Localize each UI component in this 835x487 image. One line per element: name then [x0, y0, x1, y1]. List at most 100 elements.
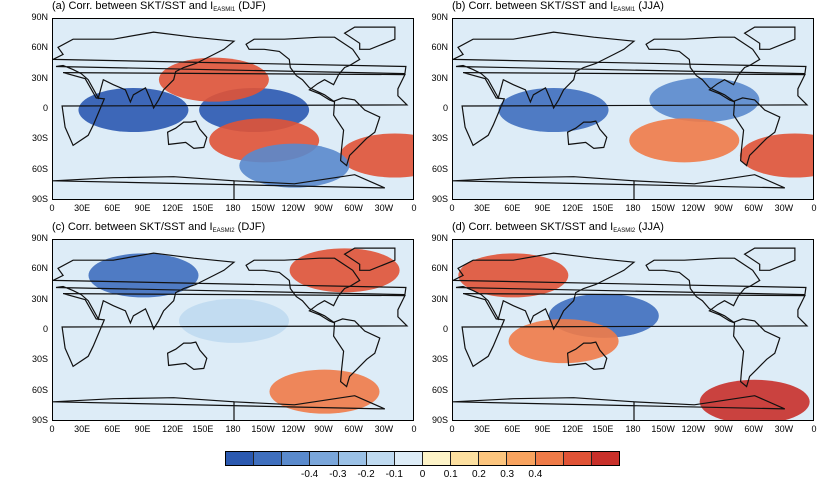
anomaly-region-5: [239, 143, 350, 188]
anomaly-region-0: [498, 88, 609, 132]
map-field: [53, 19, 413, 199]
colorbar-tick-label: 0.4: [528, 469, 543, 480]
x-tick-label: 60E: [504, 203, 521, 213]
x-tick-label: 30E: [474, 203, 491, 213]
map-field: [53, 240, 413, 420]
x-tick-label: 0: [49, 424, 55, 434]
y-tick-label: 60N: [431, 42, 448, 53]
x-tick-label: 0: [411, 203, 417, 213]
x-tick-label: 150E: [592, 203, 614, 213]
x-tick-label: 120W: [281, 424, 306, 434]
coastline-1: [453, 252, 807, 331]
x-tick-label: 180: [625, 203, 641, 213]
coastline-3: [332, 318, 381, 388]
colorbar-tick-label: 0.2: [471, 469, 486, 480]
anomaly-region-1: [649, 77, 760, 122]
x-tick-label: 0: [449, 424, 455, 434]
coastline-1: [53, 31, 407, 110]
colorbar-tick-label: -0.3: [329, 469, 347, 480]
x-tick-label: 30E: [74, 424, 91, 434]
x-tick-label: 150W: [651, 424, 675, 434]
coastline-6: [53, 395, 386, 420]
colorbar-tick-label: 0.1: [443, 469, 458, 480]
coastline-2: [645, 257, 761, 324]
x-tick-label: 60E: [104, 203, 121, 213]
anomaly-region-2: [508, 319, 619, 364]
x-tick-label: 0: [811, 203, 817, 213]
anomaly-region-0: [78, 88, 189, 132]
x-tick-label: 120W: [681, 424, 706, 434]
x-tick-label: 30E: [474, 424, 491, 434]
anomaly-region-2: [158, 57, 269, 102]
x-tick-label: 0: [449, 203, 455, 213]
coastline-4: [166, 120, 208, 150]
y-tick-label: 90S: [31, 415, 48, 425]
y-tick-label: 0: [442, 324, 448, 334]
coastline-2: [245, 36, 361, 103]
coastline-3: [732, 318, 781, 388]
y-tick-label: 60S: [431, 384, 448, 395]
x-tick-label: 30E: [74, 203, 91, 213]
x-tick-label: 0: [49, 203, 55, 213]
coastline-2: [245, 257, 361, 324]
coastline-4: [566, 120, 608, 150]
x-tick-label: 180: [225, 424, 241, 434]
coastline-0: [61, 293, 409, 368]
anomaly-region-3: [739, 133, 813, 178]
x-tick-label: 0: [811, 424, 817, 434]
colorbar-swatch: [366, 452, 395, 465]
x-tick-label: 60W: [744, 203, 763, 213]
colorbar-swatch: [282, 452, 311, 465]
anomaly-region-3: [699, 379, 810, 420]
y-tick-label: 30N: [431, 293, 448, 304]
x-tick-label: 90E: [134, 424, 151, 434]
x-tick-label: 90W: [314, 424, 333, 434]
colorbar-swatch: [394, 452, 423, 465]
x-tick-label: 120E: [562, 203, 584, 213]
panel-title: (b) Corr. between SKT/SST and IEASMI1 (J…: [452, 0, 664, 13]
panel-title: (a) Corr. between SKT/SST and IEASMI1 (D…: [52, 0, 266, 13]
x-tick-label: 60W: [344, 424, 363, 434]
coastline-6: [453, 174, 786, 199]
coastline-2: [645, 36, 761, 103]
x-tick-label: 30W: [374, 424, 394, 434]
x-tick-label: 90E: [534, 203, 551, 213]
colorbar-swatch: [535, 452, 564, 465]
x-tick-label: 150W: [651, 203, 675, 213]
y-tick-label: 90S: [431, 415, 448, 425]
colorbar-swatch: [591, 452, 619, 465]
colorbar-swatch: [254, 452, 283, 465]
coastline-3: [332, 97, 381, 167]
x-tick-label: 90W: [714, 424, 733, 434]
colorbar-tick-label: 0: [419, 469, 426, 480]
coastline-0: [61, 72, 409, 147]
colorbar-tick-label: -0.1: [385, 469, 403, 480]
x-tick-label: 120E: [162, 203, 184, 213]
map-field: [453, 19, 813, 199]
y-tick-label: 30N: [431, 72, 448, 83]
y-tick-label: 90N: [31, 233, 48, 243]
x-tick-label: 120E: [162, 424, 184, 434]
correlation-map: [52, 18, 414, 200]
anomaly-region-4: [339, 133, 413, 178]
y-tick-label: 60N: [31, 42, 48, 53]
y-tick-label: 30S: [31, 354, 48, 365]
colorbar-tick-label: -0.4: [301, 469, 319, 480]
y-tick-label: 90S: [431, 194, 448, 204]
x-tick-label: 120E: [562, 424, 584, 434]
y-tick-label: 0: [42, 324, 48, 334]
x-tick-label: 90E: [134, 203, 151, 213]
colorbar-swatch: [338, 452, 367, 465]
x-tick-label: 30W: [374, 203, 394, 213]
anomaly-region-0: [458, 253, 569, 298]
x-tick-label: 60W: [744, 424, 763, 434]
x-tick-label: 150E: [192, 424, 214, 434]
coastline-5: [743, 26, 796, 50]
map-field: [453, 240, 813, 420]
colorbar: [225, 451, 620, 466]
panel-title: (c) Corr. between SKT/SST and IEASMI2 (D…: [52, 221, 266, 234]
coastline-5: [743, 247, 796, 271]
colorbar-swatch: [310, 452, 339, 465]
x-tick-label: 120W: [681, 203, 706, 213]
anomaly-region-2: [629, 118, 740, 163]
